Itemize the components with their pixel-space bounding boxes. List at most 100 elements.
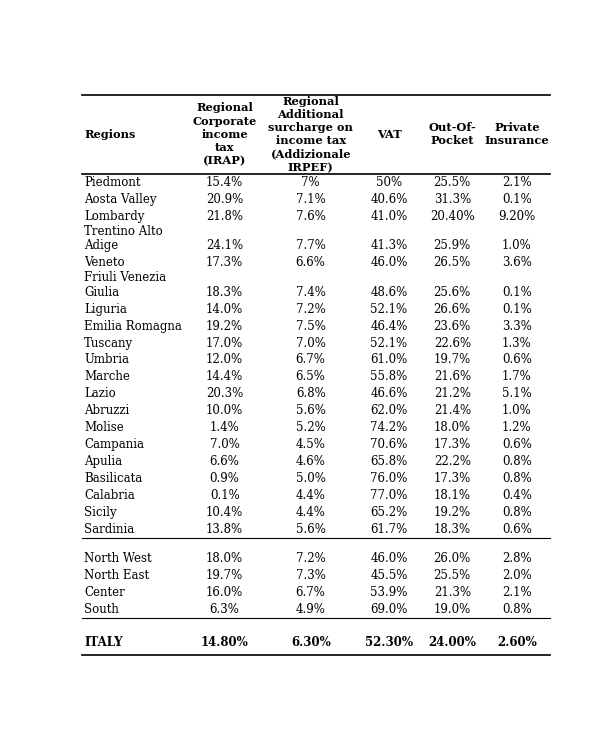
- Text: 18.0%: 18.0%: [434, 421, 471, 434]
- Text: 26.6%: 26.6%: [434, 303, 471, 315]
- Text: 41.3%: 41.3%: [370, 239, 408, 252]
- Text: 76.0%: 76.0%: [370, 472, 408, 485]
- Text: 17.3%: 17.3%: [206, 256, 243, 269]
- Text: 4.5%: 4.5%: [296, 438, 326, 451]
- Text: 7.1%: 7.1%: [296, 193, 325, 206]
- Text: 2.1%: 2.1%: [502, 176, 532, 189]
- Text: 4.4%: 4.4%: [296, 489, 326, 502]
- Text: 0.1%: 0.1%: [210, 489, 240, 502]
- Text: Regions: Regions: [84, 129, 136, 139]
- Text: 3.3%: 3.3%: [502, 320, 532, 332]
- Text: 21.3%: 21.3%: [434, 586, 471, 599]
- Text: North East: North East: [84, 569, 149, 582]
- Text: 25.6%: 25.6%: [434, 286, 471, 299]
- Text: Calabria: Calabria: [84, 489, 135, 502]
- Text: VAT: VAT: [376, 129, 402, 139]
- Text: 21.8%: 21.8%: [206, 210, 243, 223]
- Text: 4.4%: 4.4%: [296, 506, 326, 519]
- Text: 18.3%: 18.3%: [434, 522, 471, 536]
- Text: 19.2%: 19.2%: [206, 320, 243, 332]
- Text: 46.4%: 46.4%: [370, 320, 408, 332]
- Text: 6.5%: 6.5%: [296, 370, 326, 384]
- Text: 7.5%: 7.5%: [296, 320, 326, 332]
- Text: 46.6%: 46.6%: [370, 387, 408, 400]
- Text: 19.0%: 19.0%: [434, 603, 471, 616]
- Text: 0.8%: 0.8%: [502, 603, 532, 616]
- Text: 7%: 7%: [301, 176, 320, 189]
- Text: 13.8%: 13.8%: [206, 522, 243, 536]
- Text: 17.3%: 17.3%: [434, 472, 471, 485]
- Text: 52.1%: 52.1%: [370, 303, 408, 315]
- Text: 0.8%: 0.8%: [502, 506, 532, 519]
- Text: 18.1%: 18.1%: [434, 489, 471, 502]
- Text: Giulia: Giulia: [84, 286, 120, 299]
- Text: 2.0%: 2.0%: [502, 569, 532, 582]
- Text: 20.40%: 20.40%: [430, 210, 475, 223]
- Text: 9.20%: 9.20%: [498, 210, 535, 223]
- Text: 46.0%: 46.0%: [370, 552, 408, 565]
- Text: Friuli Venezia: Friuli Venezia: [84, 271, 166, 284]
- Text: 0.6%: 0.6%: [502, 522, 532, 536]
- Text: 26.5%: 26.5%: [434, 256, 471, 269]
- Text: Apulia: Apulia: [84, 455, 123, 468]
- Text: Adige: Adige: [84, 239, 118, 252]
- Text: Basilicata: Basilicata: [84, 472, 142, 485]
- Text: 2.8%: 2.8%: [502, 552, 532, 565]
- Text: Trentino Alto: Trentino Alto: [84, 225, 163, 237]
- Text: 52.30%: 52.30%: [365, 636, 413, 649]
- Text: 52.1%: 52.1%: [370, 337, 408, 349]
- Text: 1.0%: 1.0%: [502, 404, 532, 417]
- Text: 10.4%: 10.4%: [206, 506, 243, 519]
- Text: Emilia Romagna: Emilia Romagna: [84, 320, 182, 332]
- Text: ITALY: ITALY: [84, 636, 123, 649]
- Text: Abruzzi: Abruzzi: [84, 404, 129, 417]
- Text: 21.4%: 21.4%: [434, 404, 471, 417]
- Text: 20.3%: 20.3%: [206, 387, 243, 400]
- Text: 16.0%: 16.0%: [206, 586, 243, 599]
- Text: 1.4%: 1.4%: [210, 421, 240, 434]
- Text: 24.1%: 24.1%: [206, 239, 243, 252]
- Text: 10.0%: 10.0%: [206, 404, 243, 417]
- Text: 5.6%: 5.6%: [296, 404, 326, 417]
- Text: Piedmont: Piedmont: [84, 176, 140, 189]
- Text: 14.4%: 14.4%: [206, 370, 243, 384]
- Text: 6.7%: 6.7%: [296, 586, 326, 599]
- Text: 7.2%: 7.2%: [296, 552, 325, 565]
- Text: 65.8%: 65.8%: [370, 455, 408, 468]
- Text: 55.8%: 55.8%: [370, 370, 408, 384]
- Text: 7.0%: 7.0%: [209, 438, 240, 451]
- Text: Regional
Additional
surcharge on
income tax
(Addizionale
IRPEF): Regional Additional surcharge on income …: [268, 96, 353, 173]
- Text: 0.6%: 0.6%: [502, 353, 532, 367]
- Text: 46.0%: 46.0%: [370, 256, 408, 269]
- Text: 22.6%: 22.6%: [434, 337, 471, 349]
- Text: 20.9%: 20.9%: [206, 193, 243, 206]
- Text: 14.80%: 14.80%: [201, 636, 248, 649]
- Text: 70.6%: 70.6%: [370, 438, 408, 451]
- Text: Aosta Valley: Aosta Valley: [84, 193, 156, 206]
- Text: Molise: Molise: [84, 421, 124, 434]
- Text: 23.6%: 23.6%: [434, 320, 471, 332]
- Text: Tuscany: Tuscany: [84, 337, 133, 349]
- Text: 4.9%: 4.9%: [296, 603, 326, 616]
- Text: 25.5%: 25.5%: [434, 569, 471, 582]
- Text: 21.6%: 21.6%: [434, 370, 471, 384]
- Text: 31.3%: 31.3%: [434, 193, 471, 206]
- Text: Liguria: Liguria: [84, 303, 127, 315]
- Text: 69.0%: 69.0%: [370, 603, 408, 616]
- Text: Private
Insurance: Private Insurance: [484, 122, 549, 146]
- Text: 19.2%: 19.2%: [434, 506, 471, 519]
- Text: 1.0%: 1.0%: [502, 239, 532, 252]
- Text: North West: North West: [84, 552, 152, 565]
- Text: 6.7%: 6.7%: [296, 353, 326, 367]
- Text: 2.60%: 2.60%: [497, 636, 537, 649]
- Text: Sardinia: Sardinia: [84, 522, 134, 536]
- Text: 17.0%: 17.0%: [206, 337, 243, 349]
- Text: 65.2%: 65.2%: [370, 506, 408, 519]
- Text: 6.8%: 6.8%: [296, 387, 325, 400]
- Text: 40.6%: 40.6%: [370, 193, 408, 206]
- Text: 6.6%: 6.6%: [209, 455, 240, 468]
- Text: 1.2%: 1.2%: [502, 421, 532, 434]
- Text: 5.6%: 5.6%: [296, 522, 326, 536]
- Text: Regional
Corporate
income
tax
(IRAP): Regional Corporate income tax (IRAP): [193, 102, 257, 166]
- Text: Out-Of-
Pocket: Out-Of- Pocket: [428, 122, 476, 146]
